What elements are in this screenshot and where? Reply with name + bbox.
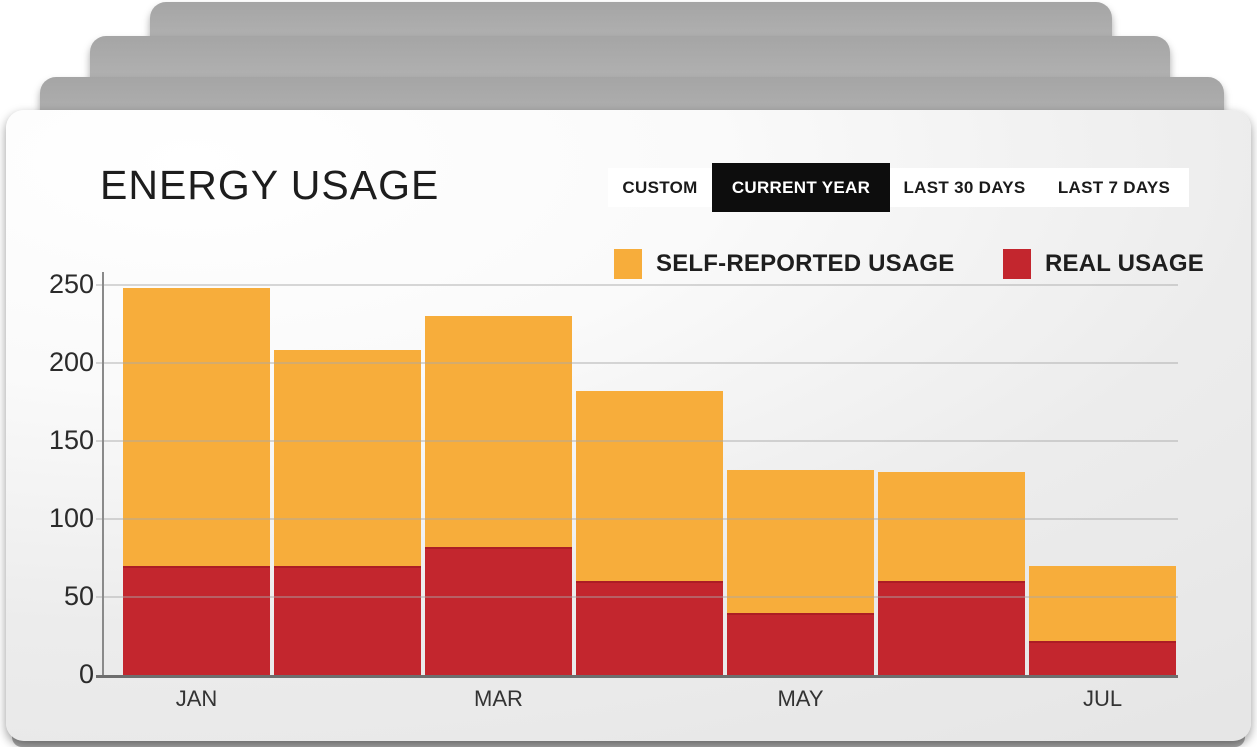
legend-label-real: REAL USAGE (1045, 250, 1204, 277)
bar-apr (576, 390, 723, 675)
y-tick-100: 100 (48, 502, 94, 533)
x-label-jan: JAN (175, 686, 218, 711)
legend-item-real: REAL USAGE (1003, 246, 1204, 282)
bar-apr-real-segment (576, 581, 723, 675)
self-reported-swatch (614, 249, 642, 279)
x-label-mar: MAR (474, 686, 523, 711)
legend-item-self-reported: SELF-REPORTED USAGE (614, 246, 955, 282)
bar-jul (1029, 565, 1176, 675)
bar-mar-real-segment (425, 546, 572, 675)
real-usage-swatch (1003, 249, 1031, 279)
y-axis-line (102, 272, 104, 676)
bar-may (727, 470, 874, 675)
gridline-100 (96, 517, 1178, 520)
gridline-50 (96, 595, 1178, 598)
x-label-may: MAY (777, 686, 824, 711)
y-tick-200: 200 (48, 346, 94, 377)
y-tick-150: 150 (48, 424, 94, 455)
time-range-tabs: CUSTOM CURRENT YEAR LAST 30 DAYS LAST 7 … (608, 163, 1189, 212)
tab-last-7-days[interactable]: LAST 7 DAYS (1057, 177, 1171, 197)
page-title: ENERGY USAGE (100, 162, 440, 208)
x-label-jul: JUL (1082, 686, 1123, 711)
gridline-200 (96, 361, 1178, 364)
energy-usage-chart: 0 50 100 150 200 250 JAN MAR MAY JUL (6, 110, 1251, 741)
legend-label-self-reported: SELF-REPORTED USAGE (656, 250, 955, 277)
bar-feb-real-segment (274, 565, 421, 675)
bar-may-real-segment (727, 612, 874, 675)
bar-jun (878, 472, 1025, 675)
bar-jun-real-segment (878, 581, 1025, 675)
y-tick-0: 0 (78, 659, 94, 689)
x-axis-line (96, 675, 1178, 678)
tab-custom[interactable]: CUSTOM (622, 177, 698, 197)
energy-usage-card: ENERGY USAGE CUSTOM CURRENT YEAR LAST 30… (6, 110, 1251, 741)
y-tick-50: 50 (63, 580, 94, 611)
bar-jan (123, 287, 270, 675)
y-tick-250: 250 (48, 268, 94, 299)
bar-jul-real-segment (1029, 640, 1176, 675)
tab-last-30-days[interactable]: LAST 30 DAYS (903, 177, 1026, 197)
tab-current-year[interactable]: CURRENT YEAR (712, 163, 890, 212)
gridline-250 (96, 283, 1178, 286)
bar-jan-real-segment (123, 565, 270, 675)
bar-feb (274, 350, 421, 675)
bar-mar (425, 315, 572, 675)
gridline-150 (96, 439, 1178, 442)
